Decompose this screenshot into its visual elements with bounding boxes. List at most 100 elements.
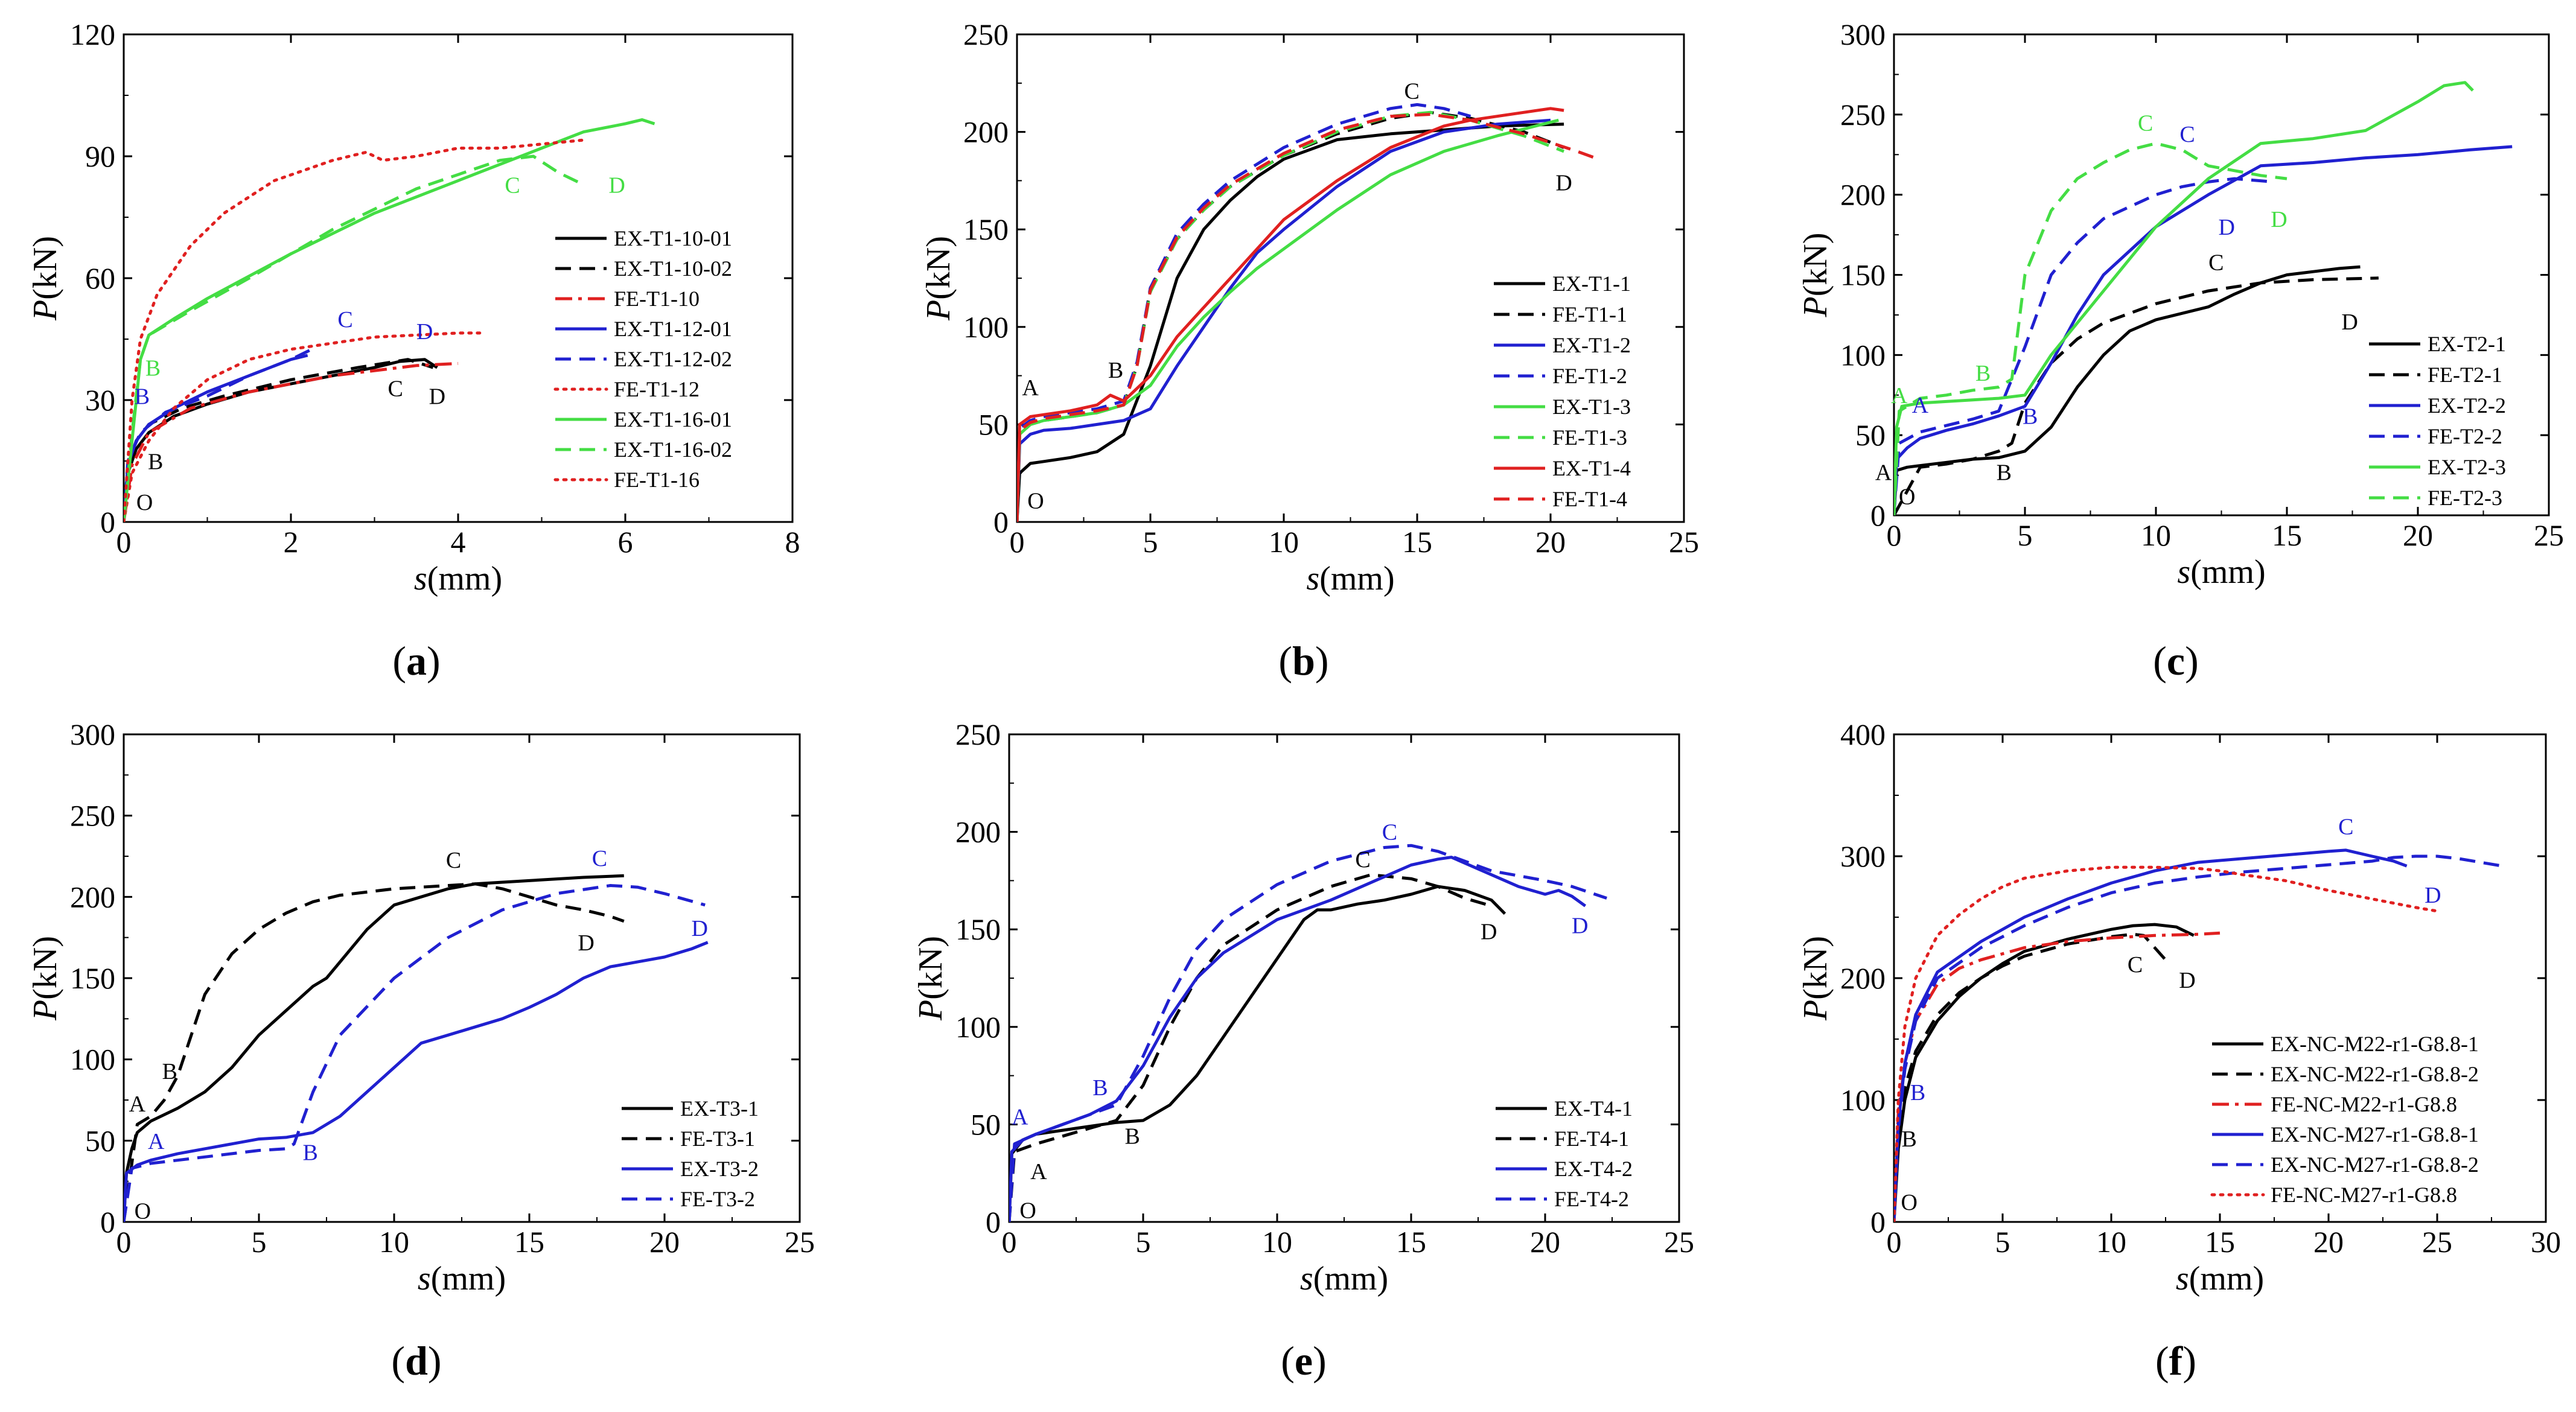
legend-entry: EX-T1-2: [1552, 333, 1631, 357]
caption-paren-close: ): [1313, 1338, 1327, 1384]
point-label-a: A: [1912, 393, 1929, 418]
series-line-ex-t1-1: [1017, 122, 1564, 522]
y-tick-label: 200: [1840, 178, 1886, 212]
chart-panel-f: 0 5 10 15 20 25 300100200300400s(mm)P(kN)OBBCD…: [1797, 717, 2561, 1384]
y-axis-label: P(kN): [920, 236, 957, 321]
legend-entry: EX-NC-M27-r1-G8.8-1: [2271, 1122, 2479, 1146]
point-label-a: A: [1030, 1159, 1047, 1185]
legend-entry: FE-T1-16: [614, 468, 700, 492]
x-tick-label: 0: [1010, 525, 1025, 559]
y-tick-label: 90: [85, 139, 115, 173]
x-axis-label: s(mm): [1300, 1260, 1388, 1297]
series-line-fe-t1-3: [1017, 110, 1565, 522]
y-tick-label: 0: [986, 1205, 1001, 1239]
x-tick-label: 5: [252, 1225, 267, 1259]
y-tick-label: 30: [85, 383, 115, 417]
y-axis-label: P(kN): [1797, 936, 1834, 1021]
point-label-c: C: [2179, 122, 2195, 147]
y-tick-label: 100: [963, 310, 1009, 344]
legend-entry: EX-T1-16-02: [614, 437, 732, 462]
x-tick-label: 25: [1669, 525, 1699, 559]
point-label-b: B: [148, 449, 163, 474]
x-tick-label: 10: [379, 1225, 409, 1259]
point-label-c: C: [2138, 110, 2153, 136]
y-axis-label-unit: (kN): [1797, 233, 1834, 297]
point-label-o: O: [135, 1199, 151, 1224]
y-tick-label: 0: [100, 1205, 115, 1239]
y-tick-label: 400: [1840, 717, 1886, 751]
point-label-a: A: [1012, 1104, 1028, 1130]
x-tick-label: 15: [2205, 1225, 2235, 1259]
series-line-ex-t3-2: [124, 941, 709, 1222]
legend-entry: EX-T1-10-02: [614, 256, 732, 281]
x-tick-label: 5: [1995, 1225, 2010, 1259]
legend-entry: FE-T2-2: [2428, 424, 2502, 448]
series-line-ex-t1-4: [1017, 107, 1564, 522]
point-label-c: C: [2208, 250, 2224, 276]
legend-entry: FE-NC-M22-r1-G8.8: [2271, 1092, 2457, 1116]
point-label-c: C: [446, 848, 461, 873]
point-label-c: C: [592, 846, 607, 871]
legend-entry: EX-T1-12-01: [614, 317, 732, 341]
panel-caption: (b): [1278, 638, 1328, 684]
y-tick-label: 0: [993, 505, 1009, 539]
x-axis-label-unit: (mm): [1313, 1260, 1388, 1297]
x-axis-label-unit: (mm): [2189, 1260, 2264, 1297]
x-tick-label: 15: [514, 1225, 544, 1259]
point-label-d: D: [2179, 968, 2195, 993]
point-label-o: O: [1019, 1198, 1036, 1224]
x-tick-label: 5: [1143, 525, 1158, 559]
point-label-d: D: [2425, 883, 2441, 908]
point-label-c: C: [337, 307, 352, 332]
point-label-o: O: [1027, 488, 1044, 514]
y-tick-label: 60: [85, 261, 115, 295]
legend-entry: EX-T2-3: [2428, 455, 2506, 479]
y-axis-label: P(kN): [27, 936, 64, 1021]
x-tick-label: 30: [2531, 1225, 2561, 1259]
x-tick-label: 0: [1887, 1225, 1902, 1259]
series-line-fe-t1-12: [124, 331, 485, 522]
legend-entry: EX-T2-2: [2428, 393, 2506, 418]
x-tick-label: 5: [2018, 518, 2033, 552]
point-label-d: D: [1481, 919, 1497, 944]
caption-letter: c: [2167, 638, 2185, 684]
x-tick-label: 25: [785, 1225, 815, 1259]
x-axis-label-unit: (mm): [431, 1260, 506, 1297]
caption-paren-open: (: [2153, 638, 2167, 684]
x-tick-label: 20: [2313, 1225, 2344, 1259]
series-line-fe-t2-3: [1894, 142, 2287, 515]
point-label-d: D: [692, 916, 708, 941]
point-label-a: A: [148, 1129, 165, 1154]
plot-frame: [1893, 733, 2547, 1223]
y-tick-label: 50: [85, 1124, 115, 1157]
chart-panel-e: 0 5 10 15 20 25050100150200250s(mm)P(kN)OABAB…: [912, 717, 1694, 1384]
x-tick-label: 25: [2534, 518, 2564, 552]
series-line-ex-t1-10-02: [124, 358, 434, 522]
legend: EX-T2-1 FE-T2-1 EX-T2-2 FE-T2-2 EX-T2-3 FE-T2…: [2369, 332, 2506, 510]
series-line-ex-t1-16-02: [124, 154, 584, 522]
caption-paren-close: ): [428, 1338, 442, 1384]
series-line-fe-t1-10: [124, 361, 459, 522]
y-axis-label-unit: (kN): [912, 936, 949, 1000]
y-tick-label: 300: [1840, 839, 1886, 873]
point-label-c: C: [2128, 952, 2143, 978]
y-tick-label: 50: [978, 407, 1009, 441]
legend-entry: FE-T1-12: [614, 377, 700, 401]
legend: EX-NC-M22-r1-G8.8-1 EX-NC-M22-r1-G8.8-2 FE…: [2210, 1032, 2479, 1207]
y-tick-label: 250: [1840, 98, 1886, 132]
y-tick-label: 0: [1870, 498, 1886, 532]
caption-letter: f: [2169, 1338, 2184, 1384]
y-axis-label-unit: (kN): [920, 236, 957, 300]
y-axis-label-variable: P: [1797, 296, 1834, 317]
point-label-a: A: [1891, 383, 1908, 409]
legend-entry: FE-T3-2: [680, 1187, 755, 1211]
legend-entry: FE-NC-M27-r1-G8.8: [2271, 1183, 2457, 1207]
y-axis-label: P(kN): [1797, 233, 1834, 318]
legend-entry: FE-T1-3: [1552, 425, 1627, 450]
x-tick-label: 20: [1530, 1225, 1560, 1259]
panel-caption: (f): [2155, 1338, 2196, 1384]
point-label-b: B: [162, 1059, 177, 1084]
y-tick-label: 150: [963, 212, 1009, 246]
point-label-b: B: [2023, 404, 2038, 430]
y-axis-label-unit: (kN): [1797, 936, 1834, 1000]
